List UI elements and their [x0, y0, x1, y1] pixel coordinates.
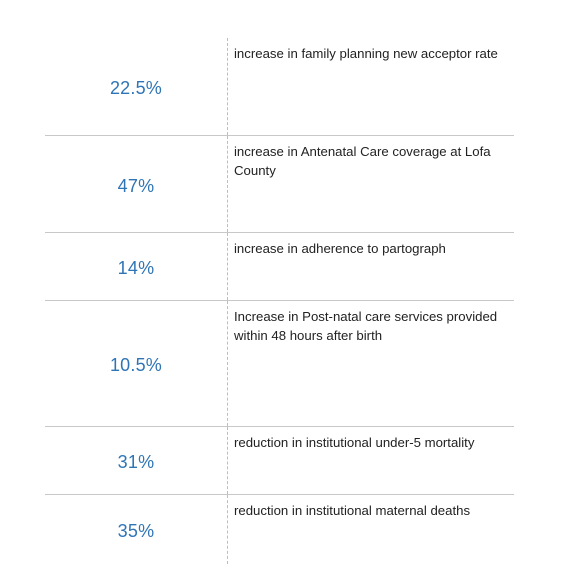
stat-value: 22.5%: [109, 78, 163, 98]
stat-description: Increase in Post-natal care services pro…: [227, 301, 514, 426]
stat-value: 14%: [117, 258, 155, 278]
stat-row: 35% reduction in institutional maternal …: [45, 495, 514, 564]
stat-row: 14% increase in adherence to partograph: [45, 233, 514, 301]
stat-description: reduction in institutional under-5 morta…: [227, 427, 514, 494]
stat-row: 47% increase in Antenatal Care coverage …: [45, 136, 514, 233]
stat-value: 35%: [117, 521, 155, 541]
stat-row: 10.5% Increase in Post-natal care servic…: [45, 301, 514, 427]
stat-row: 31% reduction in institutional under-5 m…: [45, 427, 514, 495]
stat-description: increase in family planning new acceptor…: [227, 38, 514, 135]
stat-description: increase in adherence to partograph: [227, 233, 514, 300]
stat-value: 31%: [117, 452, 155, 472]
stat-description: increase in Antenatal Care coverage at L…: [227, 136, 514, 232]
stat-description: reduction in institutional maternal deat…: [227, 495, 514, 564]
stat-value: 10.5%: [109, 355, 163, 375]
stats-table: 22.5% increase in family planning new ac…: [45, 38, 514, 564]
stat-row: 22.5% increase in family planning new ac…: [45, 38, 514, 136]
stat-value: 47%: [117, 175, 155, 196]
